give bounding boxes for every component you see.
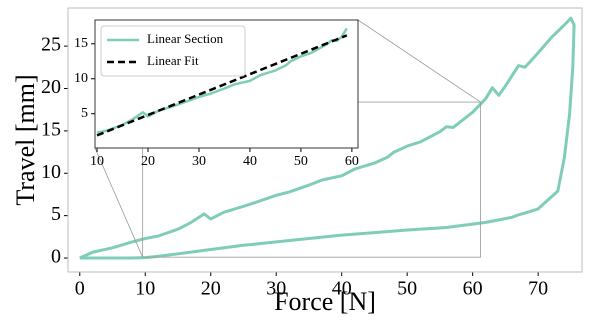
x-tick-label: 10	[135, 278, 155, 300]
x-tick-label: 30	[192, 154, 206, 169]
y-tick-label: 15	[74, 36, 88, 51]
y-tick-label: 25	[41, 34, 61, 56]
line	[96, 34, 348, 137]
x-axis-label: Force [N]	[274, 287, 376, 316]
legend-label: Linear Section	[147, 31, 224, 46]
x-tick-label: 0	[75, 278, 85, 300]
y-tick-label: 15	[41, 118, 61, 140]
x-tick-label: 40	[243, 154, 257, 169]
axes-frame	[67, 7, 583, 273]
y-axis-label: Travel [mm]	[11, 74, 40, 205]
x-tick-label: 30	[266, 278, 286, 300]
x-tick-label: 60	[463, 278, 483, 300]
zoom-connector	[357, 19, 481, 103]
y-tick-label: 5	[81, 106, 88, 121]
y-tick-label: 5	[51, 203, 61, 225]
y-tick-label: 10	[74, 71, 88, 86]
x-tick-label: 50	[294, 154, 308, 169]
x-tick-label: 40	[332, 278, 352, 300]
x-tick-label: 50	[397, 278, 417, 300]
x-tick-label: 20	[141, 154, 155, 169]
legend-box	[100, 25, 246, 77]
legend-label: Linear Fit	[147, 53, 199, 68]
y-tick-label: 10	[41, 161, 61, 183]
y-tick-label: 20	[41, 76, 61, 98]
x-tick-label: 10	[90, 154, 104, 169]
x-tick-label: 70	[528, 278, 548, 300]
axes-frame	[94, 19, 359, 149]
y-tick-label: 0	[51, 246, 61, 268]
x-tick-label: 20	[201, 278, 221, 300]
line	[79, 16, 576, 260]
zoom-connector	[94, 147, 144, 258]
x-tick-label: 60	[345, 154, 359, 169]
